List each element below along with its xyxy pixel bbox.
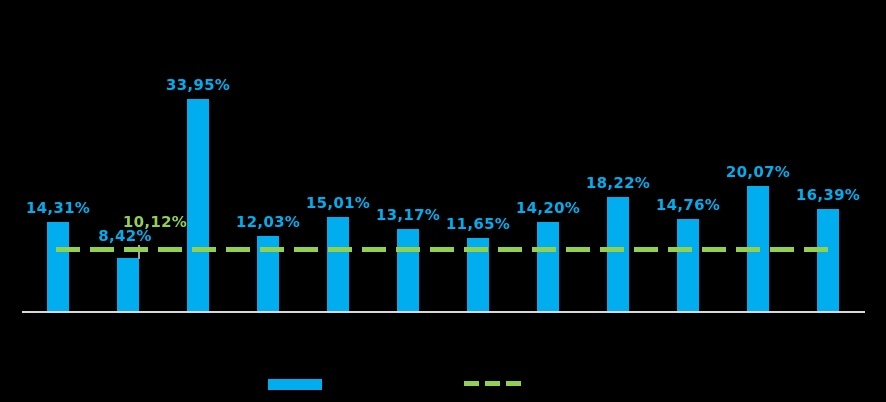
bar-data-label: 12,03%: [235, 213, 301, 231]
bar-data-label: 11,65%: [445, 215, 511, 233]
bar-data-label: 8,42%: [98, 227, 152, 245]
bar: [397, 229, 419, 311]
bar: [187, 99, 209, 311]
bar: [327, 217, 349, 311]
average-line-label: 10,12%: [122, 213, 188, 231]
bar: [607, 197, 629, 311]
bar-data-label: 13,17%: [375, 206, 441, 224]
bar-data-label: 14,76%: [655, 196, 721, 214]
bar: [677, 219, 699, 311]
average-dashed-line: [56, 247, 829, 252]
bar: [467, 238, 489, 311]
bar-data-label: 16,39%: [795, 186, 861, 204]
bar: [47, 222, 69, 311]
x-axis-line: [22, 311, 865, 313]
bar-data-label: 20,07%: [725, 163, 791, 181]
bar: [817, 209, 839, 311]
bar-data-label: 15,01%: [305, 194, 371, 212]
bar: [117, 258, 139, 311]
bar-data-label: 18,22%: [585, 174, 651, 192]
bar: [257, 236, 279, 311]
bar: [537, 222, 559, 311]
bar-data-label: 14,20%: [515, 199, 581, 217]
bar-data-label: 33,95%: [165, 76, 231, 94]
bar-data-label: 14,31%: [25, 199, 91, 217]
label-leader-line: [138, 245, 140, 259]
